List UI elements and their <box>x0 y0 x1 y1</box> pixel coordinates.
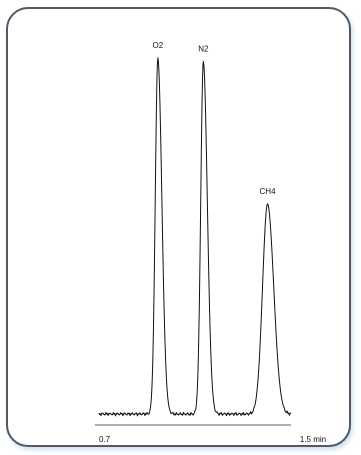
x-tick-label: 0.7 <box>99 435 111 444</box>
peak-label-ch4: CH4 <box>260 187 277 196</box>
chromatogram-trace <box>98 57 292 417</box>
peak-label-o2: O2 <box>153 41 164 50</box>
chart-frame <box>6 7 351 447</box>
x-tick-label: 1.5 min <box>300 435 326 444</box>
peak-apex-o2 <box>157 57 159 59</box>
peak-label-n2: N2 <box>198 45 209 54</box>
peak-apex-n2 <box>202 60 204 63</box>
peak-apex-ch4 <box>266 203 269 205</box>
